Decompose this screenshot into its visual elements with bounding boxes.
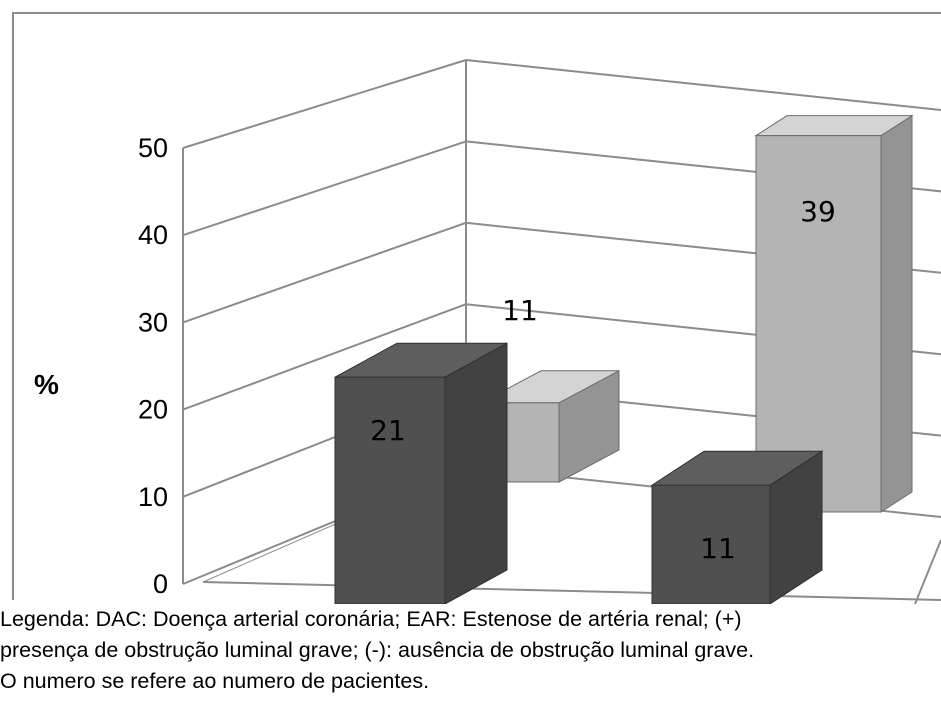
- y-tick-label: 20: [138, 395, 168, 425]
- back-gridline: [465, 59, 941, 111]
- bar-chart-3d: 0 10 20 30 40 50 11 39 21 11 %: [34, 59, 941, 604]
- bar-value-label: 11: [502, 294, 538, 327]
- bar-front-face: [334, 376, 446, 604]
- caption-line-2: presença de obstrução luminal grave; (-)…: [0, 638, 755, 662]
- bar-0-0: [334, 342, 508, 604]
- side-gridline: [182, 59, 467, 149]
- y-tick-label: 40: [138, 220, 168, 250]
- figure-caption: Legenda: DAC: Doença arterial coronária;…: [0, 604, 935, 697]
- chart-frame: [12, 12, 941, 600]
- bar-side-face: [444, 342, 508, 604]
- y-tick-label: 0: [153, 569, 168, 599]
- y-tick-label: 30: [138, 307, 168, 337]
- floor-right-edge: [914, 539, 941, 604]
- y-axis-label: %: [34, 369, 59, 400]
- side-gridline: [182, 303, 467, 411]
- y-tick-label: 10: [138, 482, 168, 512]
- caption-line-1: Legenda: DAC: Doença arterial coronária;…: [0, 607, 742, 631]
- side-gridline: [182, 221, 467, 324]
- bar-side-face: [880, 114, 913, 513]
- bar-value-label: 39: [800, 195, 836, 228]
- bar-value-label: 11: [700, 532, 736, 565]
- floor-front-edge: [202, 581, 941, 601]
- bar-front-face: [755, 135, 882, 513]
- bar-front-face: [651, 484, 771, 604]
- bar-0-1: [650, 450, 824, 604]
- y-tick-label: 50: [138, 133, 168, 163]
- bar-1-1: [754, 114, 914, 513]
- caption-line-3: O numero se refere ao numero de paciente…: [0, 669, 430, 693]
- side-gridline: [182, 140, 467, 237]
- bar-value-label: 21: [370, 414, 406, 447]
